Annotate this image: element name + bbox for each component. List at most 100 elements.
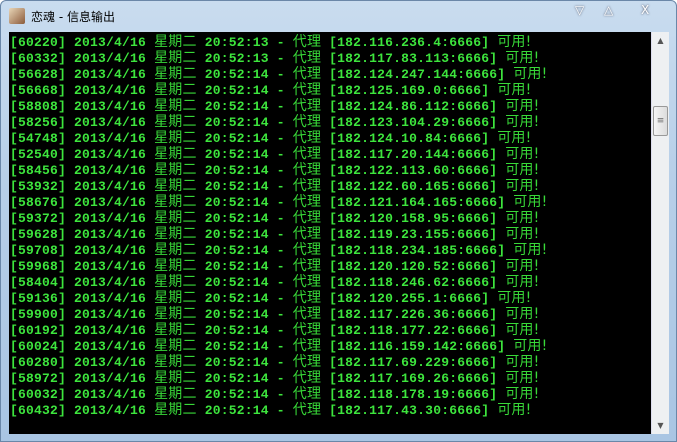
log-sep: - (276, 355, 285, 370)
minimize-button[interactable]: ▽ (575, 3, 585, 17)
log-label: 代理 (292, 130, 322, 146)
log-addr: [182.116.159.142:6666] (329, 339, 506, 354)
log-line: [58256] 2013/4/16 星期二 20:52:14 - 代理 [182… (10, 114, 651, 130)
log-addr: [182.123.104.29:6666] (329, 115, 498, 130)
log-label: 代理 (292, 146, 322, 162)
log-date: 2013/4/16 (74, 371, 147, 386)
console-output: [60220] 2013/4/16 星期二 20:52:13 - 代理 [182… (9, 32, 651, 434)
log-id: [53932] (10, 179, 67, 194)
log-line: [54748] 2013/4/16 星期二 20:52:14 - 代理 [182… (10, 130, 651, 146)
log-line: [60432] 2013/4/16 星期二 20:52:14 - 代理 [182… (10, 402, 651, 418)
log-label: 代理 (292, 194, 322, 210)
log-label: 代理 (292, 274, 322, 290)
log-sep: - (276, 291, 285, 306)
log-time: 20:52:13 (204, 51, 269, 66)
log-id: [60432] (10, 403, 67, 418)
log-time: 20:52:14 (204, 99, 269, 114)
log-status: 可用! (505, 386, 540, 402)
log-time: 20:52:14 (204, 83, 269, 98)
vertical-scrollbar[interactable]: ▲ ≡ ▼ (651, 32, 669, 434)
log-sep: - (276, 99, 285, 114)
log-sep: - (276, 195, 285, 210)
log-addr: [182.124.86.112:6666] (329, 99, 498, 114)
log-id: [60280] (10, 355, 67, 370)
log-weekday: 星期二 (154, 274, 197, 290)
log-sep: - (276, 403, 285, 418)
log-weekday: 星期二 (154, 82, 197, 98)
log-sep: - (276, 339, 285, 354)
log-addr: [182.122.113.60:6666] (329, 163, 498, 178)
log-time: 20:52:14 (204, 275, 269, 290)
log-status: 可用! (505, 306, 540, 322)
title-bar[interactable]: 恋魂 - 信息输出 ▽ △ X (1, 1, 676, 31)
log-weekday: 星期二 (154, 210, 197, 226)
log-label: 代理 (292, 50, 322, 66)
log-weekday: 星期二 (154, 178, 197, 194)
log-line: [60032] 2013/4/16 星期二 20:52:14 - 代理 [182… (10, 386, 651, 402)
log-date: 2013/4/16 (74, 275, 147, 290)
log-sep: - (276, 307, 285, 322)
maximize-button[interactable]: △ (604, 3, 614, 17)
log-date: 2013/4/16 (74, 99, 147, 114)
log-date: 2013/4/16 (74, 115, 147, 130)
scroll-up-arrow-icon[interactable]: ▲ (657, 36, 664, 45)
log-date: 2013/4/16 (74, 67, 147, 82)
log-line: [56668] 2013/4/16 星期二 20:52:14 - 代理 [182… (10, 82, 651, 98)
log-addr: [182.120.158.95:6666] (329, 211, 498, 226)
log-weekday: 星期二 (154, 146, 197, 162)
log-addr: [182.117.226.36:6666] (329, 307, 498, 322)
scroll-down-arrow-icon[interactable]: ▼ (657, 421, 664, 430)
log-weekday: 星期二 (154, 98, 197, 114)
log-status: 可用! (513, 338, 548, 354)
log-status: 可用! (505, 370, 540, 386)
log-line: [58404] 2013/4/16 星期二 20:52:14 - 代理 [182… (10, 274, 651, 290)
log-date: 2013/4/16 (74, 243, 147, 258)
log-label: 代理 (292, 178, 322, 194)
log-time: 20:52:14 (204, 291, 269, 306)
log-status: 可用! (505, 322, 540, 338)
log-id: [60332] (10, 51, 67, 66)
log-line: [52540] 2013/4/16 星期二 20:52:14 - 代理 [182… (10, 146, 651, 162)
log-date: 2013/4/16 (74, 195, 147, 210)
log-addr: [182.116.236.4:6666] (329, 35, 490, 50)
log-sep: - (276, 259, 285, 274)
log-sep: - (276, 179, 285, 194)
log-sep: - (276, 371, 285, 386)
log-id: [58256] (10, 115, 67, 130)
log-label: 代理 (292, 34, 322, 50)
log-time: 20:52:14 (204, 307, 269, 322)
log-sep: - (276, 131, 285, 146)
log-sep: - (276, 275, 285, 290)
log-time: 20:52:13 (204, 35, 269, 50)
log-addr: [182.118.178.19:6666] (329, 387, 498, 402)
log-time: 20:52:14 (204, 115, 269, 130)
log-date: 2013/4/16 (74, 259, 147, 274)
log-addr: [182.117.20.144:6666] (329, 147, 498, 162)
log-weekday: 星期二 (154, 306, 197, 322)
log-status: 可用! (505, 162, 540, 178)
scroll-thumb[interactable]: ≡ (653, 106, 668, 136)
log-time: 20:52:14 (204, 211, 269, 226)
log-line: [59900] 2013/4/16 星期二 20:52:14 - 代理 [182… (10, 306, 651, 322)
log-sep: - (276, 227, 285, 242)
log-date: 2013/4/16 (74, 211, 147, 226)
log-line: [53932] 2013/4/16 星期二 20:52:14 - 代理 [182… (10, 178, 651, 194)
log-time: 20:52:14 (204, 163, 269, 178)
log-sep: - (276, 211, 285, 226)
log-status: 可用! (497, 402, 532, 418)
log-label: 代理 (292, 114, 322, 130)
log-date: 2013/4/16 (74, 387, 147, 402)
log-weekday: 星期二 (154, 242, 197, 258)
log-status: 可用! (497, 290, 532, 306)
log-time: 20:52:14 (204, 227, 269, 242)
log-status: 可用! (505, 274, 540, 290)
log-label: 代理 (292, 82, 322, 98)
log-line: [60220] 2013/4/16 星期二 20:52:13 - 代理 [182… (10, 34, 651, 50)
close-button[interactable]: X (641, 3, 650, 17)
log-date: 2013/4/16 (74, 179, 147, 194)
log-addr: [182.124.247.144:6666] (329, 67, 506, 82)
log-id: [59708] (10, 243, 67, 258)
log-sep: - (276, 83, 285, 98)
log-id: [60032] (10, 387, 67, 402)
